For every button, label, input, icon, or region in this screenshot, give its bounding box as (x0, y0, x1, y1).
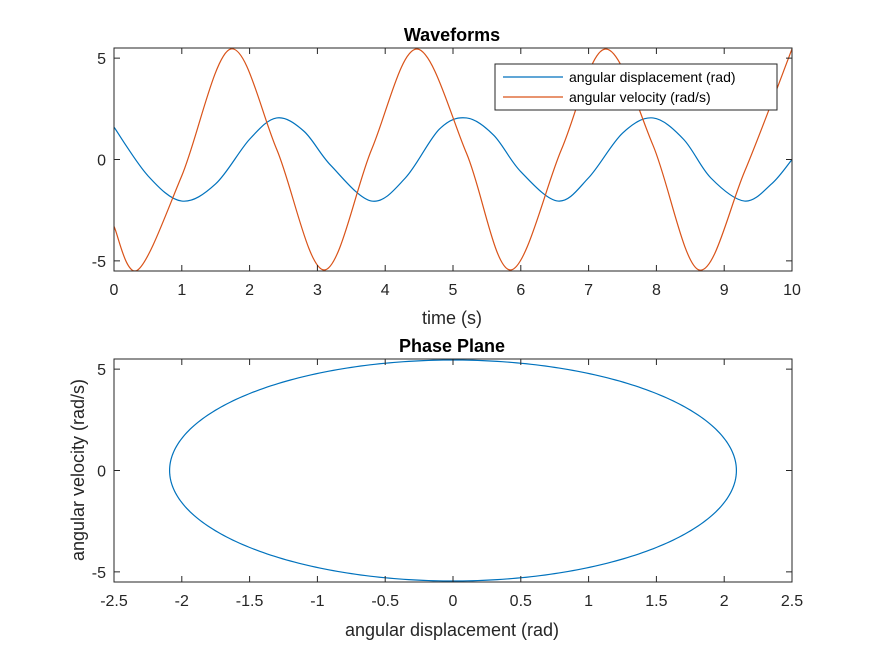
phase-plane-xtick-label: 0.5 (510, 593, 532, 610)
phase-plane-xlabel: angular displacement (rad) (345, 620, 559, 640)
legend-label-displacement: angular displacement (rad) (569, 69, 736, 85)
series-line-velocity (114, 48, 792, 271)
waveforms-xtick-label: 3 (313, 282, 322, 299)
waveforms-xtick-label: 0 (110, 282, 119, 299)
waveforms-ytick-label: -5 (92, 254, 106, 271)
waveforms-xtick-label: 4 (381, 282, 390, 299)
waveforms-xtick-label: 10 (783, 282, 801, 299)
waveforms-xtick-label: 7 (584, 282, 593, 299)
series-line-displacement (114, 117, 792, 202)
phase-plane-ytick-label: -5 (92, 565, 106, 582)
phase-plane-xtick-label: -1 (310, 593, 324, 610)
phase-plane-xtick-label: 2 (720, 593, 729, 610)
phase-plane-xtick-label: 1 (584, 593, 593, 610)
waveforms-title: Waveforms (404, 25, 500, 45)
phase-plane-title: Phase Plane (399, 336, 505, 356)
phase-plane-xtick-label: 2.5 (781, 593, 803, 610)
phase-plane-ytick-label: 0 (97, 464, 106, 481)
waveforms-xtick-label: 8 (652, 282, 661, 299)
phase-plane-ytick-label: 5 (97, 362, 106, 379)
phase-plane-axes: Phase Plane -2.5 -2 -1.5 -1 -0.5 0 0.5 1 1.5 2 2.5… (68, 336, 803, 640)
phase-plane-xtick-label: 1.5 (645, 593, 667, 610)
series-line-phase-trajectory (168, 359, 738, 582)
phase-plane-xtick-label: -1.5 (236, 593, 264, 610)
phase-plane-xtick-label: -2 (175, 593, 189, 610)
phase-plane-axes-box (113, 358, 793, 583)
phase-plane-ylabel: angular velocity (rad/s) (68, 379, 88, 561)
waveforms-axes: Waveforms 0 1 2 3 4 5 6 7 8 9 10-505 time (s) angu… (92, 25, 801, 328)
waveforms-xtick-label: 1 (177, 282, 186, 299)
waveforms-xtick-label: 5 (449, 282, 458, 299)
phase-plane-xtick-label: -0.5 (371, 593, 399, 610)
waveforms-ytick-label: 5 (97, 51, 106, 68)
waveforms-legend: angular displacement (rad) angular veloc… (494, 63, 778, 111)
waveforms-xtick-label: 2 (245, 282, 254, 299)
phase-plane-xtick-label: -2.5 (100, 593, 128, 610)
waveforms-ytick-label: 0 (97, 153, 106, 170)
waveforms-xlabel: time (s) (422, 308, 482, 328)
waveforms-xtick-label: 9 (720, 282, 729, 299)
waveforms-axes-box (113, 47, 793, 272)
phase-plane-xtick-label: 0 (449, 593, 458, 610)
legend-label-velocity: angular velocity (rad/s) (569, 89, 711, 105)
waveforms-xtick-label: 6 (516, 282, 525, 299)
legend-box (494, 63, 778, 111)
phase-plane-plot-area (114, 359, 792, 582)
